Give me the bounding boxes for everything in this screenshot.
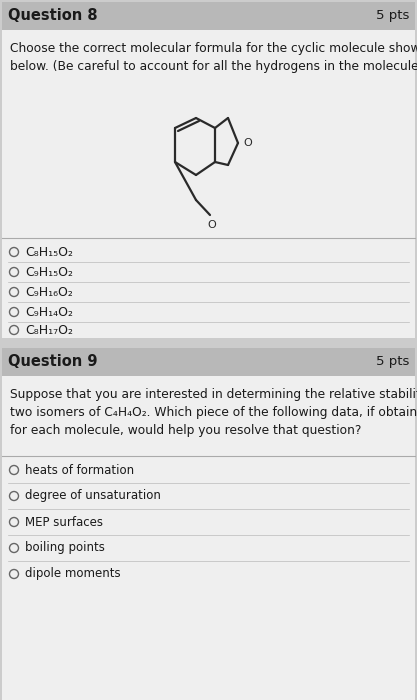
Text: MEP surfaces: MEP surfaces	[25, 515, 103, 528]
FancyBboxPatch shape	[2, 376, 415, 700]
Text: C₉H₁₄O₂: C₉H₁₄O₂	[25, 305, 73, 318]
Text: Question 8: Question 8	[8, 8, 98, 24]
Text: degree of unsaturation: degree of unsaturation	[25, 489, 161, 503]
Text: O: O	[208, 220, 216, 230]
Text: C₈H₁₅O₂: C₈H₁₅O₂	[25, 246, 73, 258]
FancyBboxPatch shape	[2, 30, 415, 338]
Text: C₉H₁₅O₂: C₉H₁₅O₂	[25, 265, 73, 279]
Text: boiling points: boiling points	[25, 542, 105, 554]
Text: C₉H₁₆O₂: C₉H₁₆O₂	[25, 286, 73, 298]
Text: dipole moments: dipole moments	[25, 568, 121, 580]
Text: 5 pts: 5 pts	[376, 10, 409, 22]
Text: Question 9: Question 9	[8, 354, 98, 370]
Text: Choose the correct molecular formula for the cyclic molecule shown
below. (Be ca: Choose the correct molecular formula for…	[10, 42, 417, 73]
FancyBboxPatch shape	[2, 348, 415, 376]
Text: O: O	[243, 138, 252, 148]
Text: C₈H₁₇O₂: C₈H₁₇O₂	[25, 323, 73, 337]
Text: 5 pts: 5 pts	[376, 356, 409, 368]
Text: Suppose that you are interested in determining the relative stability of
two iso: Suppose that you are interested in deter…	[10, 388, 417, 437]
Text: heats of formation: heats of formation	[25, 463, 134, 477]
FancyBboxPatch shape	[2, 2, 415, 30]
